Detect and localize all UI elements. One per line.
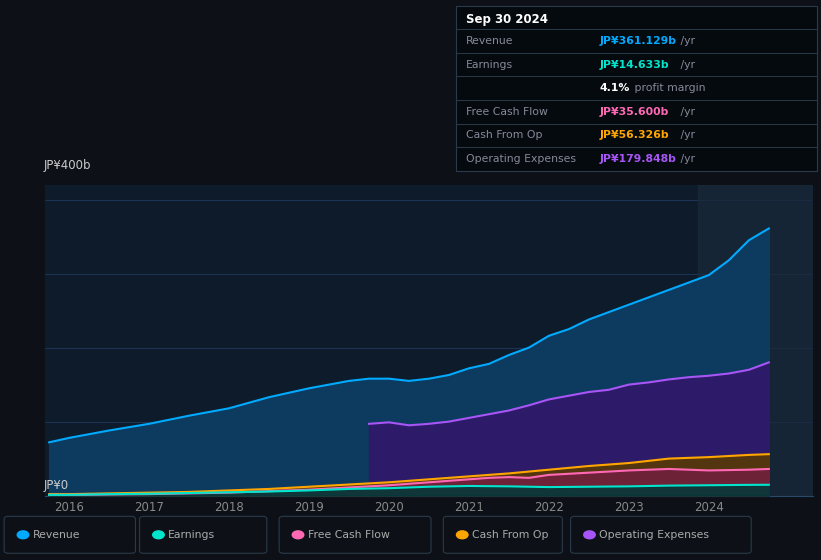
Text: /yr: /yr <box>677 107 695 117</box>
Text: JP¥56.326b: JP¥56.326b <box>599 130 669 141</box>
Text: JP¥179.848b: JP¥179.848b <box>599 154 677 164</box>
Text: Operating Expenses: Operating Expenses <box>599 530 709 540</box>
Text: Cash From Op: Cash From Op <box>466 130 542 141</box>
Text: Free Cash Flow: Free Cash Flow <box>466 107 548 117</box>
Text: /yr: /yr <box>677 59 695 69</box>
Text: JP¥0: JP¥0 <box>44 479 69 492</box>
Text: Earnings: Earnings <box>466 59 512 69</box>
Text: Earnings: Earnings <box>168 530 215 540</box>
Text: JP¥35.600b: JP¥35.600b <box>599 107 669 117</box>
Text: Free Cash Flow: Free Cash Flow <box>308 530 390 540</box>
Text: Operating Expenses: Operating Expenses <box>466 154 576 164</box>
Text: 4.1%: 4.1% <box>599 83 630 93</box>
Text: profit margin: profit margin <box>631 83 705 93</box>
Text: Sep 30 2024: Sep 30 2024 <box>466 13 548 26</box>
Text: /yr: /yr <box>677 130 695 141</box>
Text: Revenue: Revenue <box>33 530 80 540</box>
Text: /yr: /yr <box>677 36 695 46</box>
Text: Revenue: Revenue <box>466 36 513 46</box>
Text: /yr: /yr <box>677 154 695 164</box>
Bar <box>699 185 813 496</box>
Text: JP¥400b: JP¥400b <box>44 160 91 172</box>
Text: JP¥361.129b: JP¥361.129b <box>599 36 677 46</box>
Text: Cash From Op: Cash From Op <box>472 530 548 540</box>
Text: JP¥14.633b: JP¥14.633b <box>599 59 669 69</box>
